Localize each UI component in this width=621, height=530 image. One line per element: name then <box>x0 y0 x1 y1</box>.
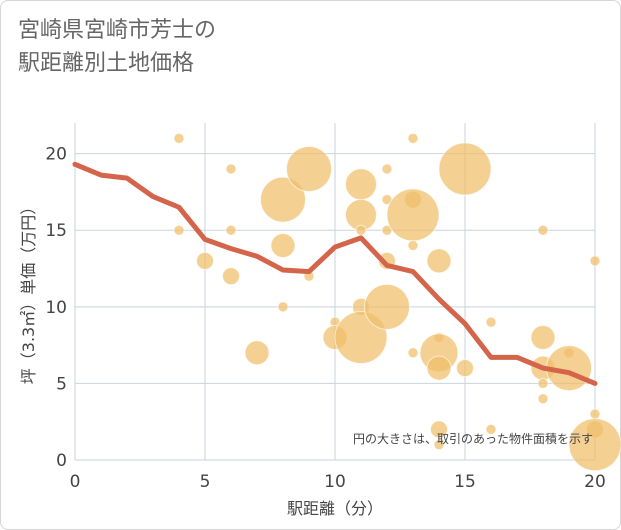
bubble-point <box>381 163 393 175</box>
bubble-point <box>537 393 549 405</box>
bubble-point <box>286 145 332 192</box>
bubble-point <box>426 355 452 381</box>
trend-line <box>72 161 598 386</box>
bubble-point <box>433 439 445 451</box>
bubble-point <box>345 168 377 201</box>
bubble-point <box>589 408 601 420</box>
bubble-size-note: 円の大きさは、取引のあった物件面積を示す <box>353 431 593 446</box>
bubble-point <box>270 233 296 259</box>
bubble-point <box>407 132 419 144</box>
bubble-point <box>173 132 185 144</box>
bubble-layer <box>173 132 621 472</box>
bubble-point <box>364 283 410 330</box>
bubble-point <box>407 347 419 359</box>
bubble-point <box>485 423 497 435</box>
bubble-point <box>430 420 448 439</box>
y-tick-label: 0 <box>56 451 67 471</box>
bubble-point <box>260 176 306 223</box>
tick-labels: 0 5 10 15 20 0 5 10 15 20 <box>45 145 605 492</box>
chart-title: 宮崎県宮崎市芳士の 駅距離別土地価格 <box>18 18 217 76</box>
bubble-point <box>456 359 474 378</box>
x-axis-label: 駅距離（分） <box>287 499 383 518</box>
x-tick-label: 5 <box>200 472 211 492</box>
y-tick-label: 20 <box>45 145 67 165</box>
bubble-point <box>225 163 237 175</box>
y-tick-label: 15 <box>45 221 67 241</box>
bubble-point <box>537 377 549 389</box>
bubble-point <box>589 255 601 267</box>
bubble-point <box>537 224 549 236</box>
bubble-point <box>426 248 452 274</box>
bubble-point <box>530 324 556 350</box>
bubble-point <box>225 224 237 236</box>
x-tick-label: 10 <box>324 472 346 492</box>
y-axis-label: 坪（3.3㎡）単価（万円） <box>19 199 38 384</box>
x-tick-label: 0 <box>70 472 81 492</box>
bubble-point <box>196 251 214 270</box>
x-tick-label: 20 <box>584 472 606 492</box>
bubble-point <box>568 418 621 472</box>
bubble-point <box>438 142 492 196</box>
bubble-point <box>244 340 270 366</box>
bubble-point <box>173 224 185 236</box>
bubble-point <box>407 240 419 252</box>
trend-line-layer <box>72 161 598 386</box>
x-tick-label: 15 <box>454 472 476 492</box>
bubble-point <box>485 316 497 328</box>
bubble-point <box>222 267 240 286</box>
bubble-point <box>355 224 367 236</box>
grid-lines <box>74 123 596 461</box>
y-tick-label: 5 <box>56 374 67 394</box>
y-tick-label: 10 <box>45 298 67 318</box>
bubble-point <box>386 188 440 242</box>
bubble-point <box>277 301 289 313</box>
